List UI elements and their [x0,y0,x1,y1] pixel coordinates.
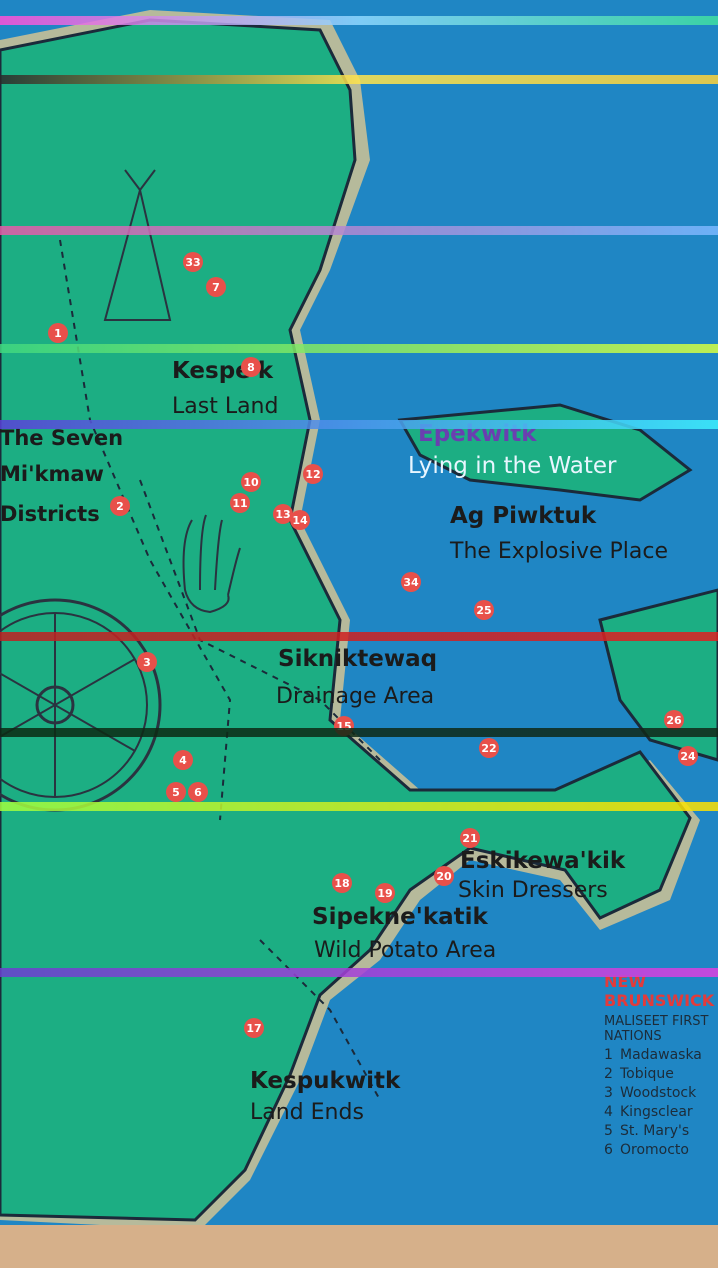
glitch-band [0,16,718,25]
legend-name: Oromocto [620,1142,689,1158]
map-marker[interactable]: 33 [183,252,203,272]
legend-num: 5 [604,1123,613,1139]
map-marker[interactable]: 3 [137,652,157,672]
legend-heading: MALISEET FIRST NATIONS [604,1014,709,1044]
legend-name: Woodstock [620,1085,697,1101]
map-marker[interactable]: 19 [375,883,395,903]
legend-title: NEW BRUNSWICK [604,972,715,1010]
glitch-band [0,420,718,429]
district-boundary [139,479,381,761]
legend-row: 2 Tobique [604,1066,718,1082]
region-subtitle-ag-piwktuk: The Explosive Place [450,539,668,564]
glitch-band [0,728,718,737]
legend-num: 3 [604,1085,613,1101]
map-marker[interactable]: 11 [230,493,250,513]
map-marker[interactable]: 2 [110,496,130,516]
legend-num: 1 [604,1047,613,1063]
legend-num: 6 [604,1142,613,1158]
region-name-eskikewaqkik: Eskikewa'kik [460,848,626,874]
legend-row: 1 Madawaska [604,1047,718,1063]
region-subtitle-kespek: Last Land [172,394,279,419]
districts-title-line1: The Seven [0,426,124,450]
map-marker[interactable]: 25 [474,600,494,620]
map-marker[interactable]: 22 [479,738,499,758]
legend-name: St. Mary's [620,1123,690,1139]
region-subtitle-eskikewaqkik: Skin Dressers [458,878,608,903]
map-marker[interactable]: 4 [173,750,193,770]
region-subtitle-kespukwitk: Land Ends [250,1100,364,1125]
glitch-band [0,802,718,811]
glitch-band [0,75,718,84]
map-marker[interactable]: 8 [241,357,261,377]
map-marker[interactable]: 21 [460,828,480,848]
map-marker[interactable]: 26 [664,710,684,730]
region-subtitle-epekwitk: Lying in the Water [408,453,617,479]
legend-name: Kingsclear [620,1104,693,1120]
legend-row: 6 Oromocto [604,1142,718,1158]
tepee-drawing [103,169,172,321]
legend-num: 4 [604,1104,613,1120]
glitch-band [0,632,718,641]
legend-name: Madawaska [620,1047,702,1063]
legend-name: Tobique [620,1066,674,1082]
legend-num: 2 [604,1066,613,1082]
glitch-band [0,226,718,235]
mainland [0,18,692,1222]
glitch-band [0,344,718,353]
map-marker[interactable]: 6 [188,782,208,802]
district-boundary [59,239,232,821]
map-marker[interactable]: 5 [166,782,186,802]
map-marker[interactable]: 10 [241,472,261,492]
legend-row: 4 Kingsclear [604,1104,718,1120]
handprint-drawing [182,514,241,614]
map-marker[interactable]: 1 [48,323,68,343]
map-marker[interactable]: 18 [332,873,352,893]
map-marker[interactable]: 14 [290,510,310,530]
district-boundary [259,939,381,1101]
wall-edge [0,1225,718,1268]
map-marker[interactable]: 34 [401,572,421,592]
legend-panel: NEW BRUNSWICK MALISEET FIRST NATIONS 1 Ma… [604,972,718,1161]
region-name-kespukwitk: Kespukwitk [250,1068,401,1094]
map-marker[interactable]: 7 [206,277,226,297]
map-marker[interactable]: 17 [244,1018,264,1038]
legend-row: 5 St. Mary's [604,1123,718,1139]
glitch-band [0,968,718,977]
region-name-sipeknekatik: Sipekne'katik [312,904,488,930]
districts-title-line3: Districts [0,502,100,526]
region-name-ag-piwktuk: Ag Piwktuk [450,503,597,529]
region-subtitle-sipeknekatik: Wild Potato Area [314,938,497,963]
legend-row: 3 Woodstock [604,1085,718,1101]
map-marker[interactable]: 24 [678,746,698,766]
region-subtitle-sikniktewaq: Drainage Area [276,684,435,709]
map-marker[interactable]: 13 [273,504,293,524]
region-name-sikniktewaq: Sikniktewaq [278,646,438,672]
map-marker[interactable]: 20 [434,866,454,886]
map-marker[interactable]: 12 [303,464,323,484]
districts-title-line2: Mi'kmaw [0,462,104,486]
